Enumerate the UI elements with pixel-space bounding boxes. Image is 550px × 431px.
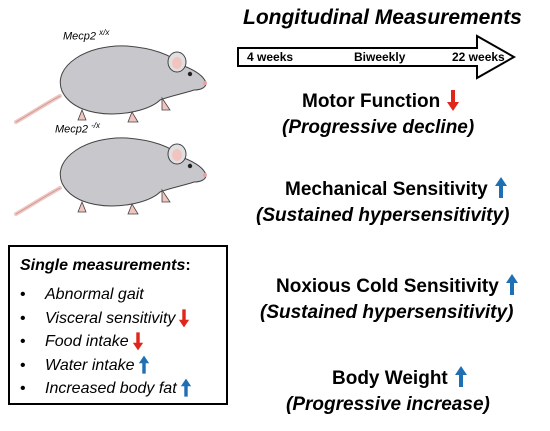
up-arrow-icon [494, 177, 507, 198]
list-item: • Visceral sensitivity [20, 307, 192, 331]
up-arrow-icon [138, 355, 149, 374]
single-measurements-list: • Abnormal gait • Visceral sensitivity • Fo… [20, 283, 192, 401]
measure-motor-function: Motor Function [302, 89, 460, 113]
measure-body-weight-trend: (Progressive increase) [286, 394, 490, 415]
measure-noxious-cold-sensitivity: Noxious Cold Sensitivity [276, 274, 519, 298]
measure-mechanical-sensitivity-trend: (Sustained hypersensitivity) [256, 205, 510, 226]
diagram-title: Longitudinal Measurements [243, 6, 522, 29]
list-item: • Increased body fat [20, 377, 192, 401]
timeline-interval: Biweekly [354, 50, 406, 64]
measure-motor-function-trend: (Progressive decline) [282, 117, 475, 138]
rat-illustration-control [14, 45, 207, 124]
down-arrow-icon [447, 90, 460, 111]
list-item: • Water intake [20, 354, 192, 378]
rat-illustration-knockout [14, 137, 207, 216]
down-arrow-icon [132, 332, 143, 351]
timeline-arrow [237, 34, 517, 80]
up-arrow-icon [505, 274, 518, 295]
down-arrow-icon [179, 308, 190, 327]
list-item: • Food intake [20, 330, 192, 354]
timeline-start: 4 weeks [247, 50, 294, 64]
genotype-label-control: Mecp2 x/x [63, 28, 110, 43]
up-arrow-icon [454, 366, 467, 387]
up-arrow-icon [180, 378, 191, 397]
genotype-label-knockout: Mecp2 -/x [55, 121, 100, 136]
measure-body-weight: Body Weight [332, 366, 468, 390]
single-measurements-title: Single measurements: [20, 257, 191, 274]
timeline-end: 22 weeks [452, 50, 505, 64]
single-measurements-box: Single measurements: • Abnormal gait • Vis… [8, 245, 228, 405]
measure-mechanical-sensitivity: Mechanical Sensitivity [285, 177, 508, 201]
measure-noxious-cold-sensitivity-trend: (Sustained hypersensitivity) [260, 302, 514, 323]
list-item: • Abnormal gait [20, 286, 144, 303]
